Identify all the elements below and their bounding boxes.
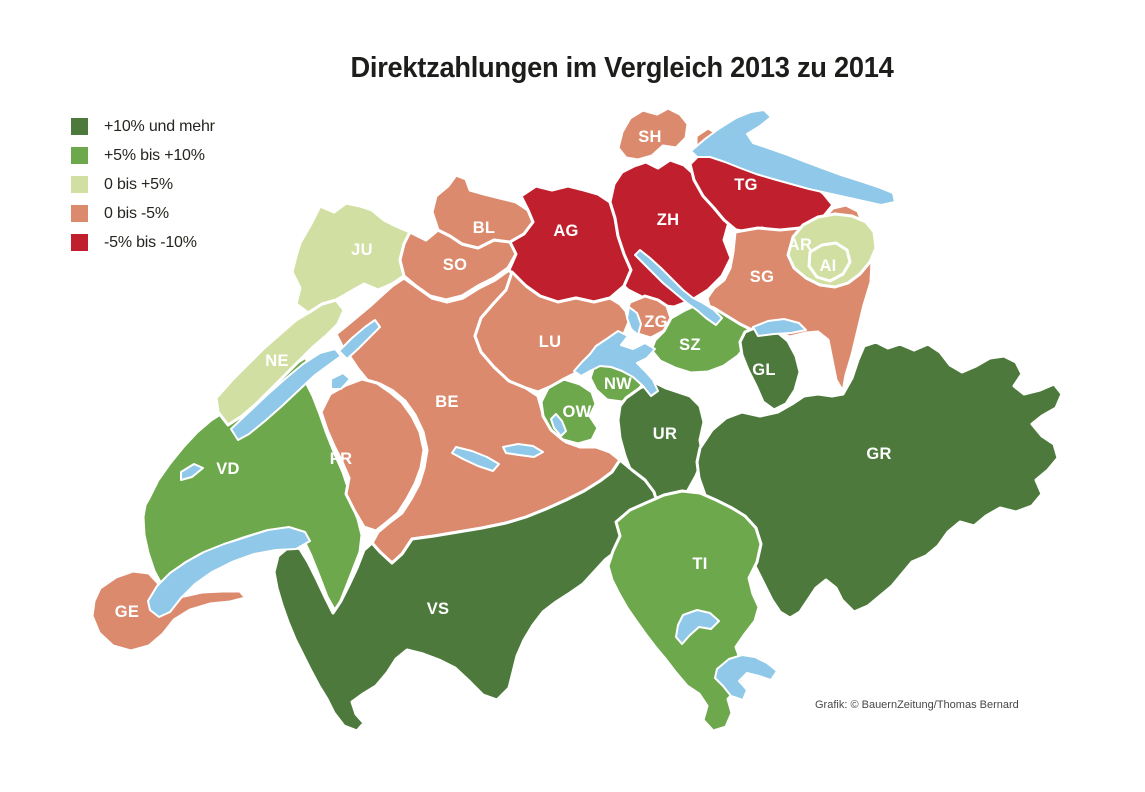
legend: +10% und mehr +5% bis +10% 0 bis +5% 0 b… — [71, 118, 215, 263]
lake-neuchatel — [230, 348, 342, 441]
canton-label-ur: UR — [653, 425, 677, 443]
canton-label-bl: BL — [473, 219, 496, 237]
canton-vs — [272, 458, 660, 733]
lake-zurich — [634, 249, 723, 326]
canton-fr — [319, 377, 426, 533]
canton-label-gr: GR — [866, 445, 891, 463]
canton-label-ti: TI — [692, 555, 707, 573]
canton-label-lu: LU — [539, 333, 562, 351]
canton-label-sz: SZ — [679, 336, 701, 354]
legend-item: 0 bis +5% — [71, 176, 215, 193]
canton-gr — [695, 340, 1064, 620]
canton-label-ow: OW — [562, 403, 591, 421]
canton-label-sg: SG — [750, 268, 774, 286]
canton-label-nw: NW — [604, 375, 632, 393]
canton-label-vd: VD — [216, 460, 240, 478]
legend-swatch-0-plus5 — [71, 176, 88, 193]
lake-sarnen — [550, 413, 567, 437]
legend-swatch-plus10 — [71, 118, 88, 135]
lake-maggiore — [675, 609, 720, 645]
legend-label: +5% bis +10% — [104, 146, 205, 164]
lake-joux — [180, 463, 204, 481]
page-title: Direktzahlungen im Vergleich 2013 zu 201… — [333, 52, 911, 85]
canton-ne — [214, 298, 346, 427]
lake-geneva — [147, 526, 311, 618]
credit-text: Grafik: © BauernZeitung/Thomas Bernard — [815, 699, 1019, 711]
legend-item: 0 bis -5% — [71, 205, 215, 222]
legend-swatch-0-minus5 — [71, 205, 88, 222]
legend-label: 0 bis +5% — [104, 175, 173, 193]
legend-item: +10% und mehr — [71, 118, 215, 135]
legend-swatch-minus5 — [71, 234, 88, 251]
canton-zh — [608, 158, 733, 309]
canton-label-ai: AI — [819, 257, 836, 275]
lake-lucerne — [573, 330, 659, 397]
canton-label-ge: GE — [115, 603, 139, 621]
canton-label-vs: VS — [427, 600, 450, 618]
lake-constance — [690, 109, 896, 206]
lake-brienz — [502, 443, 544, 458]
canton-label-gl: GL — [752, 361, 776, 379]
page-title-text: Direktzahlungen im Vergleich 2013 zu 201… — [350, 52, 894, 84]
canton-label-ar: AR — [788, 236, 812, 254]
lake-lugano — [714, 654, 778, 701]
canton-label-be: BE — [435, 393, 459, 411]
canton-label-sh: SH — [638, 128, 662, 146]
canton-ai — [807, 241, 852, 283]
legend-label: 0 bis -5% — [104, 204, 169, 222]
legend-item: +5% bis +10% — [71, 147, 215, 164]
legend-item: -5% bis -10% — [71, 234, 215, 251]
lake-walensee — [752, 318, 807, 337]
lake-biel — [338, 319, 381, 360]
canton-label-zg: ZG — [644, 313, 668, 331]
canton-label-tg: TG — [734, 176, 758, 194]
canton-label-fr: FR — [330, 450, 353, 468]
canton-label-ne: NE — [265, 352, 289, 370]
canton-label-so: SO — [443, 256, 467, 274]
legend-label: -5% bis -10% — [104, 233, 197, 251]
legend-label: +10% und mehr — [104, 117, 215, 135]
canton-sh — [616, 106, 690, 162]
canton-label-ju: JU — [351, 241, 373, 259]
lake-thun — [451, 446, 500, 472]
legend-swatch-plus5 — [71, 147, 88, 164]
canton-label-ag: AG — [553, 222, 578, 240]
canton-label-zh: ZH — [657, 211, 680, 229]
lake-zug — [626, 306, 642, 336]
lake-murten — [330, 372, 351, 390]
